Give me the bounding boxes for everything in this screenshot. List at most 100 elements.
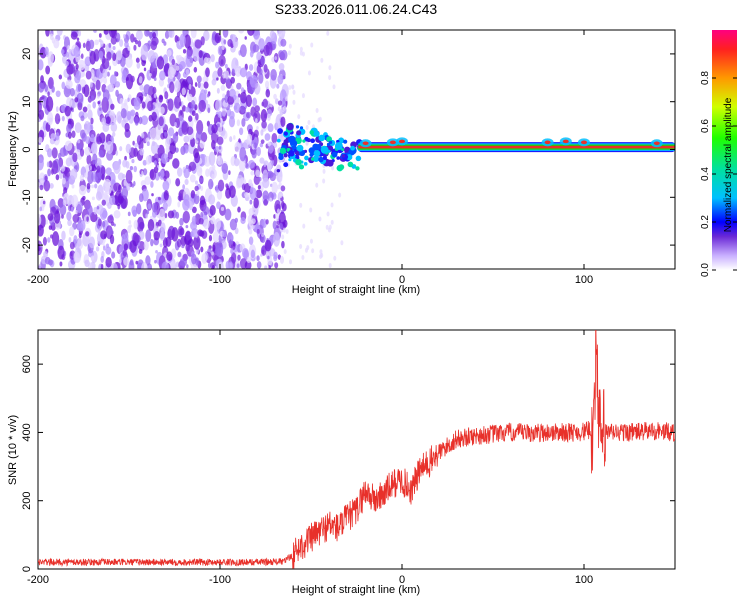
noise-blob [135, 57, 140, 63]
noise-blob [98, 50, 104, 60]
noise-blob [268, 264, 271, 269]
noise-blob [143, 67, 147, 72]
noise-blob [176, 238, 182, 248]
noise-blob [38, 172, 46, 184]
noise-blob [255, 169, 261, 178]
noise-blob [179, 33, 186, 48]
noise-blob [40, 75, 44, 84]
snr-panel: -200 -100 0 100 0 200 400 600 Height of straig… [7, 329, 676, 596]
snr-x-tick-label: -200 [27, 574, 49, 586]
ridge-core-band [358, 145, 675, 149]
noise-blob [47, 51, 54, 65]
noise-blob [146, 209, 150, 215]
noise-blob [216, 201, 221, 210]
noise-blob [146, 263, 153, 269]
noise-blob [47, 237, 51, 243]
noise-blob [194, 180, 198, 185]
noise-blob [149, 127, 158, 141]
noise-blob [186, 264, 189, 269]
noise-blob [245, 94, 253, 107]
noise-blob [328, 224, 332, 230]
ridge-blob [288, 149, 295, 157]
snr-x-ticks: -200 -100 0 100 [27, 330, 593, 586]
noise-blob [156, 144, 160, 149]
noise-blob [260, 129, 264, 136]
ridge-blob [320, 146, 329, 154]
colorbar: 0.0 0.2 0.4 0.6 0.8 Normalized spectral ampl… [700, 30, 737, 277]
ridge-blob [304, 155, 309, 161]
noise-blob [142, 159, 147, 166]
noise-blob [56, 30, 63, 36]
noise-blob [96, 205, 100, 210]
noise-blob [184, 231, 192, 246]
noise-blob [75, 70, 82, 81]
noise-blob [261, 249, 265, 255]
noise-blob [263, 162, 267, 168]
noise-blob [77, 30, 82, 37]
noise-blob [215, 218, 221, 230]
noise-blob [112, 131, 116, 137]
noise-blob [196, 120, 204, 135]
noise-blob [258, 177, 262, 182]
noise-blob [133, 44, 137, 51]
noise-blob [121, 173, 126, 179]
noise-blob [200, 246, 204, 253]
noise-blob [110, 103, 115, 110]
noise-blob [45, 65, 51, 75]
noise-blob [302, 223, 306, 229]
noise-blob [249, 187, 257, 200]
noise-blob [95, 246, 100, 252]
noise-blob [133, 234, 141, 243]
noise-blob [128, 260, 135, 269]
noise-blob [274, 262, 279, 269]
snr-y-tick-label: 200 [21, 492, 33, 510]
noise-blob [258, 72, 264, 84]
noise-blob [159, 243, 163, 248]
noise-blob [233, 157, 240, 167]
noise-blob [138, 248, 143, 255]
noise-blob [184, 106, 190, 113]
noise-blob [171, 227, 179, 242]
ridge-blob [276, 168, 281, 173]
noise-blob [149, 168, 157, 181]
noise-blob [260, 139, 265, 144]
noise-blob [221, 43, 225, 51]
ridge-bump-core [399, 139, 405, 144]
noise-blob [151, 111, 157, 121]
noise-blob [199, 177, 204, 183]
spectrogram-y-tick-label: -20 [21, 237, 33, 253]
noise-blob [315, 182, 319, 188]
noise-blob [185, 164, 189, 169]
noise-blob [95, 79, 101, 91]
noise-blob [280, 185, 286, 192]
noise-blob [65, 157, 72, 167]
noise-blob [215, 99, 221, 112]
noise-blob [198, 49, 203, 59]
noise-blob [67, 219, 72, 227]
noise-blob [310, 42, 314, 48]
noise-blob [101, 117, 107, 126]
noise-blob [154, 259, 157, 264]
noise-blob [143, 239, 149, 251]
spectrogram-y-tick-label: 20 [21, 48, 33, 60]
noise-blob [130, 33, 135, 43]
snr-x-tick-label: -100 [209, 574, 231, 586]
noise-blob [173, 79, 181, 93]
noise-blob [177, 251, 182, 258]
noise-blob [123, 257, 130, 266]
noise-blob [135, 260, 139, 265]
noise-blob [151, 140, 156, 147]
noise-blob [292, 99, 296, 105]
noise-blob [199, 140, 205, 149]
snr-y-label: SNR (10 * v/v) [7, 415, 19, 485]
ridge-blob [276, 138, 281, 143]
noise-blob [49, 182, 54, 189]
noise-blob [292, 89, 296, 95]
colorbar-tick-label: 0.0 [700, 263, 711, 277]
noise-blob [253, 197, 259, 209]
noise-blob [248, 64, 254, 71]
noise-blob [193, 66, 198, 73]
noise-blob [73, 251, 81, 263]
ridge-blob [299, 126, 304, 130]
noise-blob [222, 230, 227, 238]
